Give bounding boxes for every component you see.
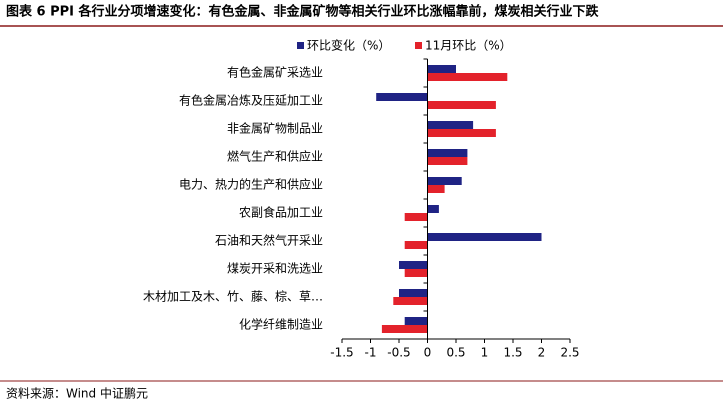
x-tick-label: -1.5 [330,346,353,360]
bar [404,241,428,249]
x-tick-label: 2.5 [560,346,579,360]
x-tick-label: -0.5 [387,346,410,360]
x-tick-label: 0.5 [446,346,465,360]
x-tick-label: 2 [538,346,546,360]
y-tick-label: 农副食品加工业 [239,205,323,220]
chart-title: 图表 6 PPI 各行业分项增速变化：有色金属、非金属矿物等相关行业环比涨幅靠前… [6,4,600,20]
source: 资料来源：Wind 中证鹏元 [6,386,148,401]
y-tick-label: 有色金属冶炼及压延加工业 [179,93,323,108]
bar [427,149,468,157]
bar [381,325,428,333]
bar [427,233,542,241]
bar [427,129,496,137]
bar [427,185,445,193]
y-tick-label: 非金属矿物制品业 [227,121,323,136]
y-tick-label: 木材加工及木、竹、藤、棕、草… [143,289,323,304]
x-tick-label: 1.5 [503,346,522,360]
y-tick-label: 化学纤维制造业 [239,317,323,332]
legend-label: 11月环比（%） [425,39,512,53]
bar [399,261,428,269]
bar [404,317,428,325]
bar [427,65,456,73]
bar [427,177,462,185]
legend-swatch [415,42,422,49]
x-tick-label: -1 [365,346,377,360]
legend-swatch [297,42,304,49]
bar [393,297,428,305]
bar [427,157,468,165]
bar [399,289,428,297]
bar [427,205,439,213]
x-tick-label: 0 [424,346,432,360]
bar [376,93,428,101]
y-tick-label: 有色金属矿采选业 [227,65,323,80]
bar [427,101,496,109]
y-tick-label: 电力、热力的生产和供应业 [179,177,323,192]
legend-label: 环比变化（%） [307,38,390,53]
bar [427,73,508,81]
bar [404,213,428,221]
y-tick-label: 石油和天然气开采业 [215,233,323,248]
y-tick-label: 煤炭开采和洗选业 [227,262,323,276]
x-tick-label: 1 [481,346,489,360]
bar [427,121,474,129]
bar [404,269,428,277]
y-tick-label: 燃气生产和供应业 [227,149,323,164]
